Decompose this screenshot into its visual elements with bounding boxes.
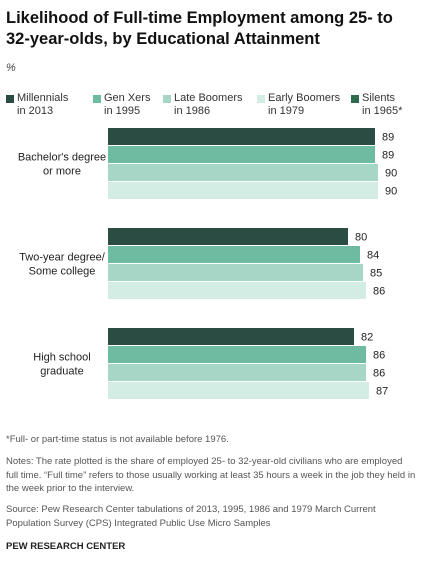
legend-label: Late Boomers in 1986 xyxy=(174,92,243,117)
legend-swatch xyxy=(257,95,265,103)
bar xyxy=(108,282,366,299)
bar xyxy=(108,146,375,163)
chart-legend: Millennials in 2013 Gen Xers in 1995 Lat… xyxy=(0,92,421,122)
chart-title: Likelihood of Full-time Employment among… xyxy=(6,9,393,48)
data-label: 82 xyxy=(361,332,373,344)
legend-item-genx: Gen Xers in 1995 xyxy=(93,92,150,118)
legend-swatch xyxy=(351,95,359,103)
data-label: 86 xyxy=(373,368,385,380)
bar xyxy=(108,382,369,399)
footnote-source: Source: Pew Research Center tabulations … xyxy=(6,504,376,529)
legend-item-late-boomers: Late Boomers in 1986 xyxy=(163,92,242,118)
data-label: 89 xyxy=(382,150,394,162)
footnote-asterisk: *Full- or part-time status is not availa… xyxy=(6,434,229,445)
data-label: 87 xyxy=(376,386,388,398)
bar xyxy=(108,264,363,281)
brand-label: PEW RESEARCH CENTER xyxy=(6,541,126,552)
legend-swatch xyxy=(93,95,101,103)
bar xyxy=(108,346,366,363)
category-label: or more xyxy=(43,166,81,178)
data-label: 89 xyxy=(382,132,394,144)
legend-item-silents: Silents in 1965* xyxy=(351,92,402,118)
legend-swatch xyxy=(163,95,171,103)
bar xyxy=(108,328,354,345)
legend-item-millennials: Millennials in 2013 xyxy=(6,92,68,118)
category-label: Two-year degree/ xyxy=(19,252,106,264)
bar xyxy=(108,182,378,199)
legend-item-early-boomers: Early Boomers in 1979 xyxy=(257,92,340,118)
category-label: Some college xyxy=(29,266,96,278)
category-label: Bachelor's degree xyxy=(18,152,106,164)
legend-label: Gen Xers in 1995 xyxy=(104,92,151,117)
category-label: graduate xyxy=(40,366,83,378)
legend-label: Early Boomers in 1979 xyxy=(268,92,341,117)
data-label: 86 xyxy=(373,350,385,362)
unit-label: % xyxy=(6,62,16,74)
legend-swatch xyxy=(6,95,14,103)
bar xyxy=(108,128,375,145)
data-label: 84 xyxy=(367,250,379,262)
bar xyxy=(108,364,366,381)
data-label: 90 xyxy=(385,168,397,180)
legend-label: Silents in 1965* xyxy=(362,92,403,117)
category-label: High school xyxy=(33,352,90,364)
data-label: 85 xyxy=(370,268,382,280)
data-label: 86 xyxy=(373,286,385,298)
bar xyxy=(108,228,348,245)
data-label: 80 xyxy=(355,232,367,244)
data-label: 90 xyxy=(385,186,397,198)
bar xyxy=(108,164,378,181)
footnote-notes: Notes: The rate plotted is the share of … xyxy=(6,456,416,494)
legend-label: Millennials in 2013 xyxy=(17,92,69,117)
bar xyxy=(108,246,360,263)
